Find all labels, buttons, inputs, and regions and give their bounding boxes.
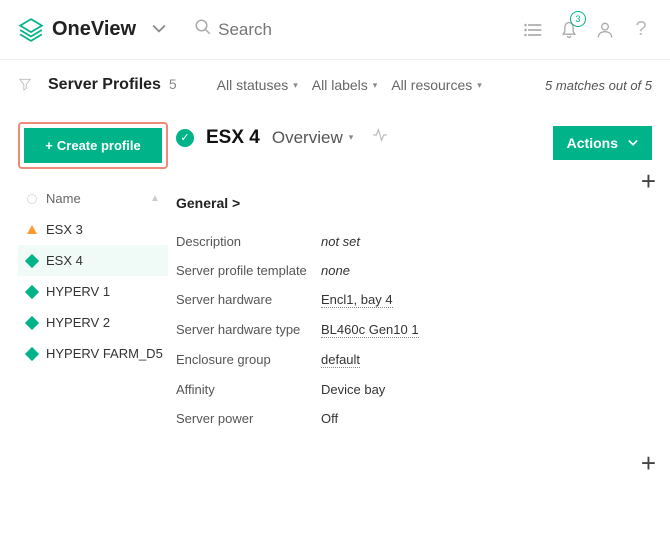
actions-button[interactable]: Actions <box>553 126 652 160</box>
create-button-highlight: +Create profile <box>18 122 168 169</box>
property-value[interactable]: Encl1, bay 4 <box>321 292 393 308</box>
sort-icon[interactable]: ▲ <box>150 193 168 204</box>
section-title[interactable]: General > <box>176 195 652 211</box>
filter-statuses[interactable]: All statuses▾ <box>217 77 298 93</box>
status-check-icon: ✓ <box>176 129 194 147</box>
page-title: Server Profiles <box>48 76 161 93</box>
property-label: Server power <box>176 411 321 426</box>
search-input[interactable] <box>218 20 338 40</box>
name-column-header[interactable]: Name <box>46 191 150 206</box>
property-value: none <box>321 263 350 278</box>
filter-labels[interactable]: All labels▾ <box>312 77 378 93</box>
property-value: not set <box>321 234 360 249</box>
profile-item[interactable]: ESX 4 <box>18 245 168 276</box>
property-label: Server hardware type <box>176 322 321 338</box>
search-icon <box>194 18 212 41</box>
profile-name: HYPERV FARM_D5 <box>46 346 168 361</box>
expand-plus-top[interactable]: + <box>641 166 656 197</box>
property-label: Server profile template <box>176 263 321 278</box>
property-label: Affinity <box>176 382 321 397</box>
user-icon[interactable] <box>594 19 616 41</box>
expand-plus-bottom[interactable]: + <box>641 448 656 479</box>
profile-item[interactable]: HYPERV 2 <box>18 307 168 338</box>
app-logo-icon <box>18 17 44 43</box>
help-icon[interactable]: ? <box>630 19 652 41</box>
profile-item[interactable]: HYPERV 1 <box>18 276 168 307</box>
activity-icon[interactable] <box>371 126 389 149</box>
app-name: OneView <box>52 18 136 41</box>
detail-title: ESX 4 <box>206 127 260 149</box>
property-row: Server powerOff <box>176 404 652 433</box>
property-value[interactable]: default <box>321 352 360 368</box>
profile-item[interactable]: HYPERV FARM_D5 <box>18 338 168 369</box>
list-header: Name ▲ <box>18 185 168 214</box>
property-value[interactable]: BL460c Gen10 1 <box>321 322 419 338</box>
profile-name: ESX 3 <box>46 222 168 237</box>
profile-item[interactable]: ESX 3 <box>18 214 168 245</box>
property-row: Server profile templatenone <box>176 256 652 285</box>
status-header-icon <box>27 194 37 204</box>
status-ok-icon <box>25 315 39 329</box>
notification-badge: 3 <box>570 11 586 27</box>
detail-tab[interactable]: Overview▾ <box>272 128 353 148</box>
status-ok-icon <box>25 346 39 360</box>
profile-name: HYPERV 1 <box>46 284 168 299</box>
filter-resources[interactable]: All resources▾ <box>391 77 481 93</box>
app-menu-caret[interactable] <box>152 21 166 39</box>
settings-list-icon[interactable] <box>522 19 544 41</box>
property-row: Enclosure groupdefault <box>176 345 652 375</box>
property-row: AffinityDevice bay <box>176 375 652 404</box>
create-profile-button[interactable]: +Create profile <box>24 128 162 163</box>
page-count: 5 <box>169 76 177 92</box>
property-row: Descriptionnot set <box>176 227 652 256</box>
property-value: Device bay <box>321 382 385 397</box>
matches-text: 5 matches out of 5 <box>545 78 652 93</box>
property-value: Off <box>321 411 338 426</box>
bell-icon[interactable]: 3 <box>558 19 580 41</box>
status-ok-icon <box>25 284 39 298</box>
filter-icon[interactable] <box>18 77 32 94</box>
profile-name: ESX 4 <box>46 253 168 268</box>
property-label: Server hardware <box>176 292 321 308</box>
property-label: Enclosure group <box>176 352 321 368</box>
property-label: Description <box>176 234 321 249</box>
property-row: Server hardware typeBL460c Gen10 1 <box>176 315 652 345</box>
property-row: Server hardwareEncl1, bay 4 <box>176 285 652 315</box>
profile-name: HYPERV 2 <box>46 315 168 330</box>
status-ok-icon <box>25 253 39 267</box>
status-warn-icon <box>27 225 37 234</box>
